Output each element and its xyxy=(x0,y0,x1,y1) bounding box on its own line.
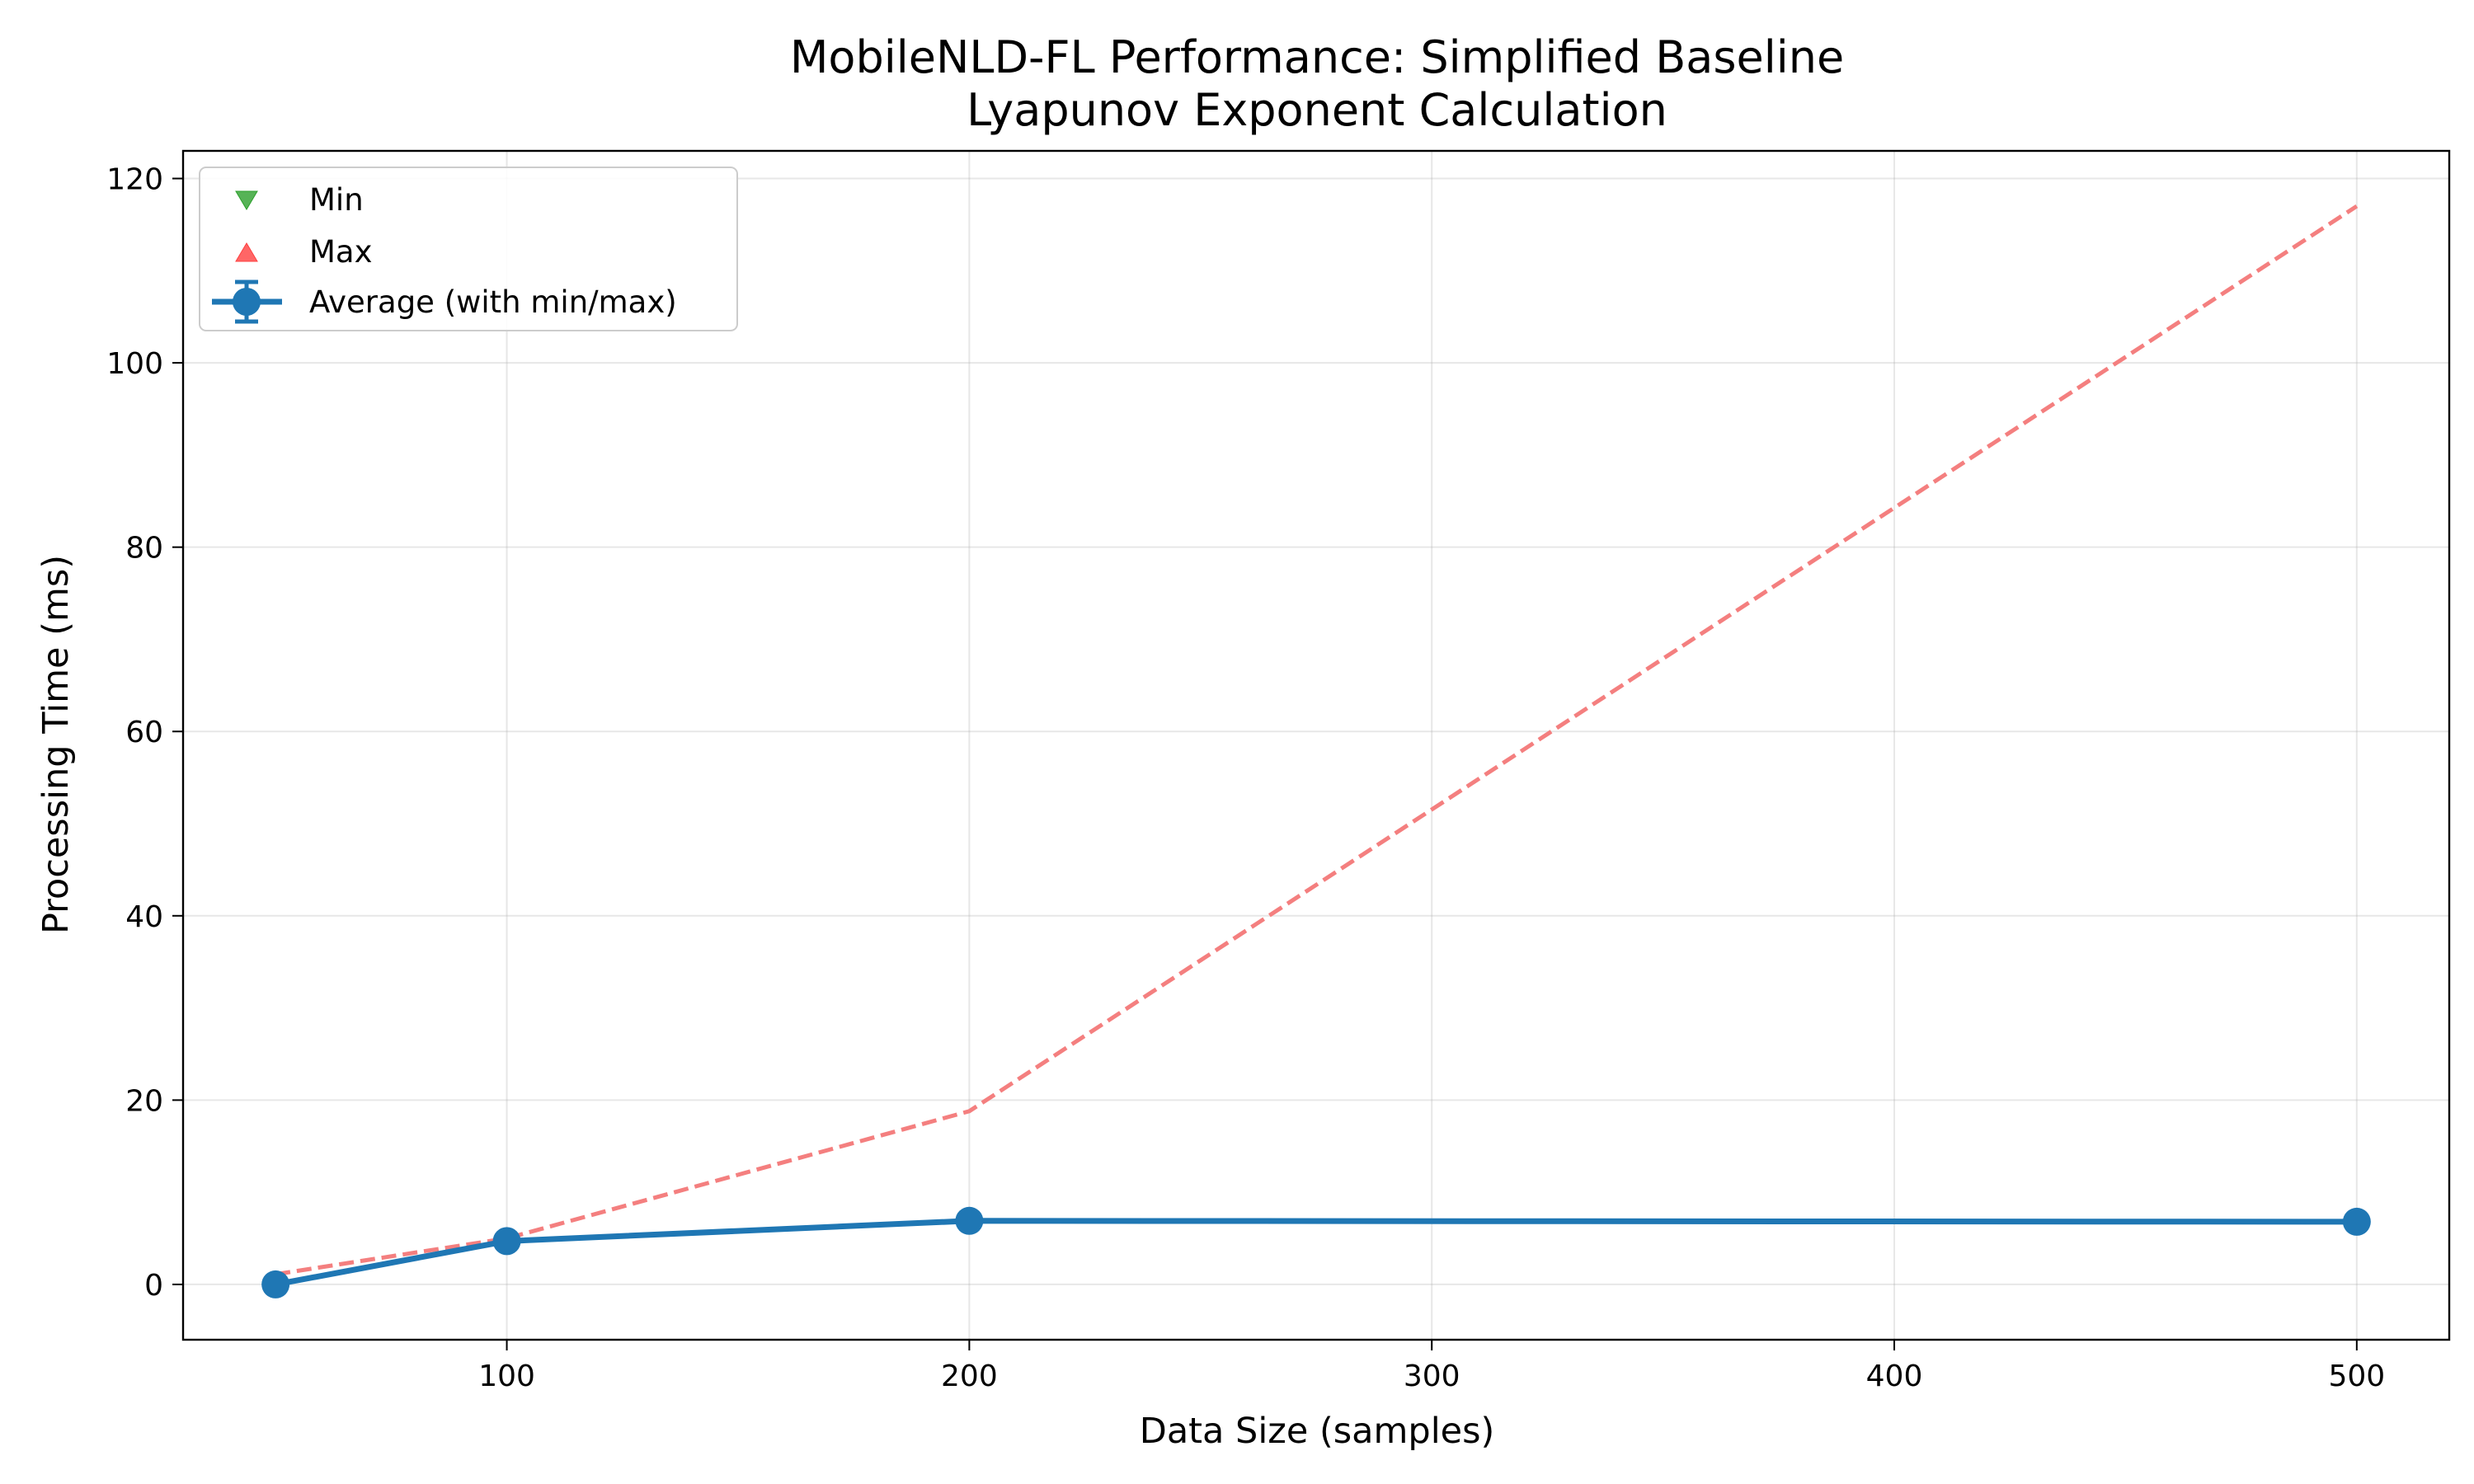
legend-label: Average (with min/max) xyxy=(309,284,677,320)
x-tick-label: 500 xyxy=(2328,1360,2385,1393)
legend-average-marker xyxy=(233,288,261,316)
y-tick-label: 40 xyxy=(125,900,163,934)
y-tick-label: 60 xyxy=(125,716,163,749)
legend-box xyxy=(199,167,738,331)
legend-label: Max xyxy=(309,234,373,270)
average-series-line xyxy=(275,1218,2357,1288)
axis-ticks: 100 200 300 400 500 0 20 40 60 80 100 120 xyxy=(106,163,2385,1393)
x-axis-label: Data Size (samples) xyxy=(1140,1411,1495,1452)
y-tick-label: 0 xyxy=(144,1269,163,1303)
y-tick-label: 120 xyxy=(106,163,163,197)
average-point[interactable] xyxy=(2342,1207,2371,1236)
series-layer xyxy=(261,204,2371,1298)
max-series-line xyxy=(275,204,2359,1277)
legend[interactable]: Min Max Average (with min/max) xyxy=(199,167,738,331)
y-tick-label: 20 xyxy=(125,1084,163,1118)
legend-label: Min xyxy=(309,182,364,218)
chart-subtitle: Lyapunov Exponent Calculation xyxy=(967,84,1667,136)
average-point[interactable] xyxy=(955,1206,984,1235)
average-point[interactable] xyxy=(261,1270,290,1298)
x-tick-label: 400 xyxy=(1866,1360,1923,1393)
y-tick-label: 80 xyxy=(125,532,163,566)
legend-max-marker xyxy=(235,242,258,262)
x-tick-label: 300 xyxy=(1404,1360,1460,1393)
plot-frame xyxy=(181,149,2451,1341)
x-tick-label: 100 xyxy=(478,1360,535,1393)
x-tick-label: 200 xyxy=(941,1360,998,1393)
chart-title: MobileNLD-FL Performance: Simplified Bas… xyxy=(790,31,1844,83)
legend-min-marker xyxy=(235,190,258,210)
y-axis-label: Processing Time (ms) xyxy=(35,555,77,934)
average-point[interactable] xyxy=(492,1227,521,1256)
y-tick-label: 100 xyxy=(106,347,163,381)
